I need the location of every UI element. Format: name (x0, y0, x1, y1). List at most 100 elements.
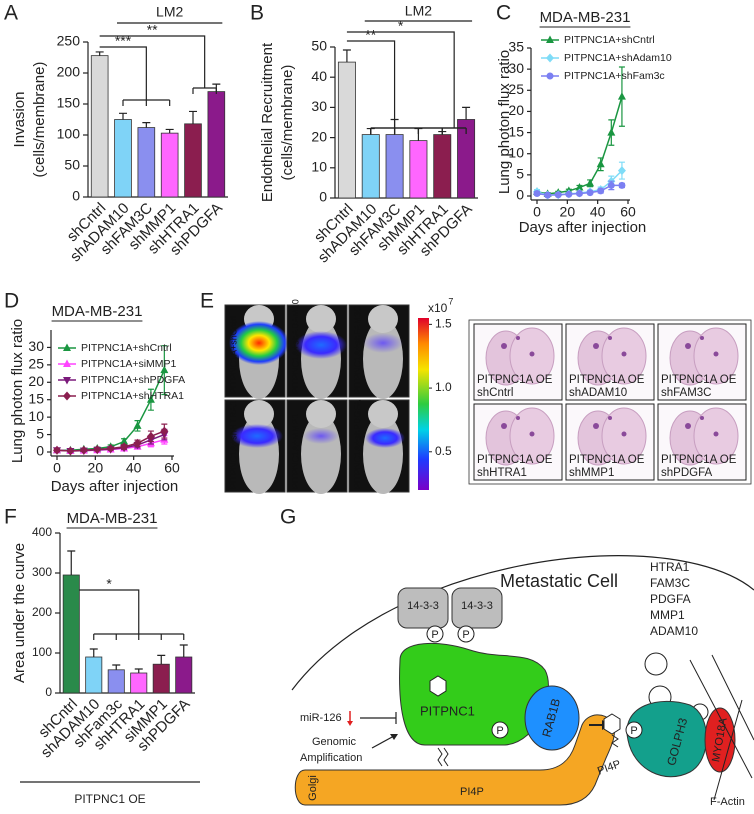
tumor (501, 423, 507, 429)
panel-label: F (4, 506, 17, 529)
y-tick-label: 0 (319, 189, 327, 205)
x-tick-label: 20 (560, 204, 576, 220)
panel-label: A (4, 2, 18, 25)
phospho-site (625, 721, 643, 739)
x-axis-label: PITPNC1 OE (74, 792, 145, 806)
mouse-head (306, 305, 336, 333)
marker (586, 189, 594, 197)
bar (337, 61, 356, 199)
chart-title: MDA-MB-231 (52, 303, 143, 320)
inositol-ring (429, 675, 447, 697)
phospho-site (426, 625, 444, 643)
secreted-label: ADAM10 (650, 624, 698, 638)
tumor (593, 343, 599, 349)
mouse-label: PITPNC1A+shADAM10 (290, 299, 300, 394)
marker (607, 181, 615, 189)
bar (175, 656, 193, 694)
y-tick-label: 5 (516, 166, 524, 182)
marker (146, 431, 155, 441)
y-tick-label: 10 (508, 144, 524, 160)
phospho-label: P (462, 629, 469, 641)
mouse-label: PITPNC1A+shFAM3C (352, 305, 362, 394)
secreted-label: HTRA1 (650, 560, 690, 574)
y-tick-label: 25 (28, 356, 44, 372)
histology-label: PITPNC1A OE (477, 374, 553, 386)
golgi (294, 714, 615, 806)
marker (544, 191, 552, 199)
legend-label: PITPNC1A+shCntrl (564, 34, 655, 46)
signal (295, 331, 347, 359)
y-axis-label: Area under the curve (11, 543, 28, 683)
error-bar (462, 106, 471, 120)
annotation: LM2 (405, 3, 432, 19)
x-tick-label: 60 (620, 204, 636, 220)
signal (365, 428, 405, 448)
histology-label: shADAM10 (569, 387, 627, 399)
phospho-label: P (630, 725, 637, 737)
adaptor-protein (451, 587, 503, 629)
arrow (371, 735, 395, 749)
protein-label: PITPNC1 (420, 703, 475, 718)
annotation: LM2 (156, 4, 183, 20)
colorbar-unit: x10 (428, 301, 448, 315)
cell-membrane (291, 555, 754, 691)
error-bar (95, 51, 104, 56)
inositol-ring (603, 713, 621, 735)
bar (361, 134, 380, 199)
legend-marker (546, 53, 554, 63)
lipid-tail (437, 747, 449, 767)
marker (106, 444, 115, 454)
y-tick-label: 10 (311, 159, 327, 175)
bar (62, 574, 80, 694)
colorbar-tick-label: 0.5 (435, 444, 452, 458)
marker (79, 445, 88, 455)
colorbar-tick-label: 1.5 (435, 317, 452, 331)
y-tick-label: 150 (57, 95, 81, 111)
golgi-label: Golgi (307, 775, 319, 801)
vesicle (644, 652, 668, 676)
tumor (593, 423, 599, 429)
golph3-protein (626, 700, 707, 778)
histology-label: PITPNC1A OE (477, 454, 553, 466)
tumor (713, 351, 719, 357)
y-tick-label: 0 (72, 188, 80, 204)
colorbar (418, 318, 429, 490)
marker (133, 421, 142, 429)
histology-label: shMMP1 (569, 467, 614, 479)
inhibition (360, 712, 397, 724)
bar (107, 669, 125, 694)
y-axis-label: Lung photon flux ratio (9, 319, 26, 463)
lipid-label: PI4P (460, 786, 484, 798)
adaptor-label: 14-3-3 (461, 600, 493, 612)
phospho-label: P (431, 629, 438, 641)
pathway-diagram: G Metastatic Cell HTRA1 FAM3C PDGFA MMP1… (280, 506, 754, 808)
y-tick-label: 20 (311, 128, 327, 144)
marker (93, 445, 102, 455)
marker (575, 183, 584, 191)
bar (409, 140, 428, 199)
arrow-head (390, 734, 398, 740)
significance-bracket (99, 35, 217, 89)
amplification-label: Amplification (300, 752, 362, 764)
x-tick-label: 40 (590, 204, 606, 220)
marker (617, 92, 626, 100)
legend-label: PITPNC1A+shPDGFA (81, 374, 185, 386)
tumor (516, 336, 520, 340)
histology-label: shFAM3C (661, 387, 712, 399)
bar (433, 134, 452, 199)
y-tick-label: 200 (32, 605, 52, 619)
histology-label: PITPNC1A OE (661, 374, 737, 386)
adaptor-label: 14-3-3 (407, 600, 439, 612)
y-tick-label: 100 (32, 645, 52, 659)
x-tick-label: 0 (53, 460, 61, 476)
tumor (685, 423, 691, 429)
y-axis-label: (cells/membrane) (31, 62, 48, 178)
error-bar (119, 112, 127, 120)
y-tick-label: 20 (508, 102, 524, 118)
colorbar-tick-label: 1.0 (435, 380, 452, 394)
significance-label: * (106, 576, 112, 592)
bar (85, 656, 103, 694)
signal (231, 424, 283, 448)
marker (146, 395, 155, 403)
